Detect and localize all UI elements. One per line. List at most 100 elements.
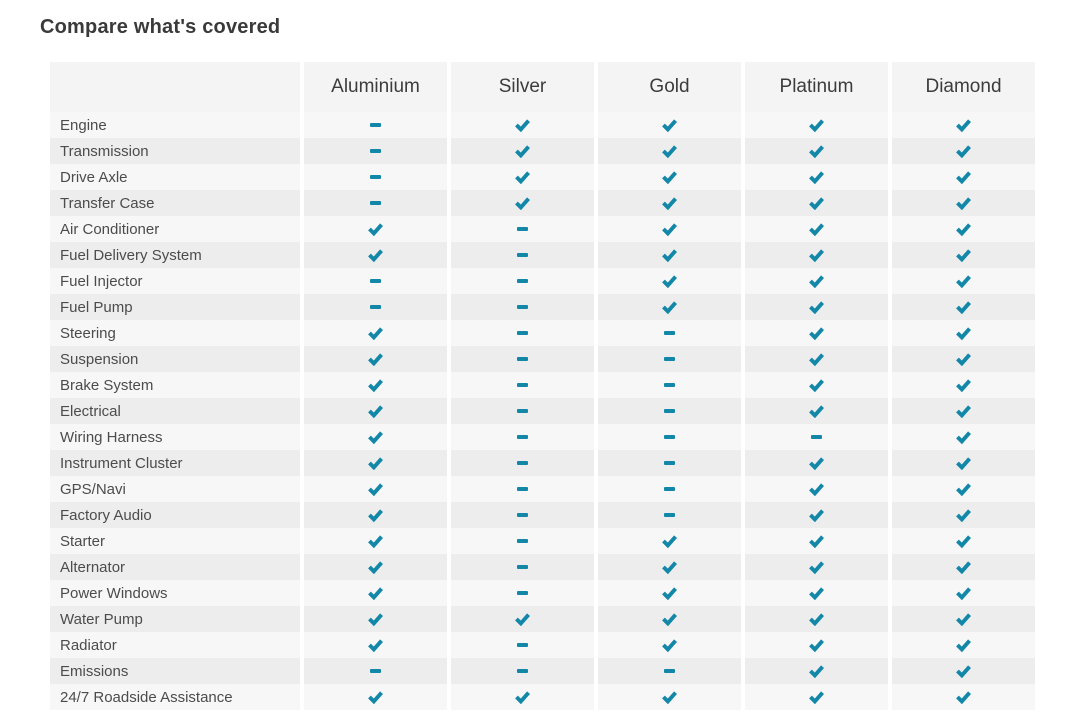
check-icon <box>368 352 383 366</box>
covered-cell <box>892 424 1035 450</box>
table-row: Radiator <box>50 632 1035 658</box>
covered-cell <box>304 606 447 632</box>
not-covered-cell <box>451 580 594 606</box>
not-covered-cell <box>304 294 447 320</box>
covered-cell <box>745 450 888 476</box>
covered-cell <box>304 632 447 658</box>
covered-cell <box>598 684 741 710</box>
covered-cell <box>304 346 447 372</box>
row-label: Emissions <box>50 658 300 684</box>
covered-cell <box>598 138 741 164</box>
covered-cell <box>745 294 888 320</box>
covered-cell <box>892 294 1035 320</box>
not-covered-cell <box>451 658 594 684</box>
dash-icon <box>517 669 528 673</box>
check-icon <box>662 248 677 262</box>
dash-icon <box>664 461 675 465</box>
check-icon <box>956 248 971 262</box>
covered-cell <box>892 320 1035 346</box>
covered-cell <box>598 528 741 554</box>
check-icon <box>368 586 383 600</box>
table-row: Alternator <box>50 554 1035 580</box>
covered-cell <box>745 190 888 216</box>
not-covered-cell <box>451 320 594 346</box>
header-cell-plan: Silver <box>451 62 594 112</box>
covered-cell <box>745 632 888 658</box>
check-icon <box>956 664 971 678</box>
not-covered-cell <box>304 268 447 294</box>
check-icon <box>662 638 677 652</box>
not-covered-cell <box>451 242 594 268</box>
check-icon <box>662 222 677 236</box>
dash-icon <box>517 461 528 465</box>
dash-icon <box>517 357 528 361</box>
check-icon <box>368 326 383 340</box>
not-covered-cell <box>304 138 447 164</box>
not-covered-cell <box>304 190 447 216</box>
table-row: Steering <box>50 320 1035 346</box>
check-icon <box>368 508 383 522</box>
row-label: Brake System <box>50 372 300 398</box>
covered-cell <box>451 190 594 216</box>
covered-cell <box>745 138 888 164</box>
not-covered-cell <box>451 476 594 502</box>
check-icon <box>515 690 530 704</box>
not-covered-cell <box>598 346 741 372</box>
covered-cell <box>598 294 741 320</box>
row-label: Instrument Cluster <box>50 450 300 476</box>
dash-icon <box>517 305 528 309</box>
check-icon <box>368 482 383 496</box>
covered-cell <box>745 684 888 710</box>
check-icon <box>662 274 677 288</box>
check-icon <box>368 222 383 236</box>
not-covered-cell <box>598 372 741 398</box>
not-covered-cell <box>598 320 741 346</box>
covered-cell <box>598 606 741 632</box>
check-icon <box>368 404 383 418</box>
covered-cell <box>745 268 888 294</box>
row-label: Transfer Case <box>50 190 300 216</box>
row-label: Starter <box>50 528 300 554</box>
covered-cell <box>304 684 447 710</box>
not-covered-cell <box>451 502 594 528</box>
check-icon <box>515 118 530 132</box>
row-label: Fuel Pump <box>50 294 300 320</box>
covered-cell <box>892 554 1035 580</box>
table-row: GPS/Navi <box>50 476 1035 502</box>
covered-cell <box>745 476 888 502</box>
check-icon <box>809 690 824 704</box>
not-covered-cell <box>598 658 741 684</box>
covered-cell <box>892 346 1035 372</box>
dash-icon <box>664 409 675 413</box>
not-covered-cell <box>304 164 447 190</box>
covered-cell <box>745 372 888 398</box>
check-icon <box>809 222 824 236</box>
check-icon <box>662 612 677 626</box>
check-icon <box>956 222 971 236</box>
not-covered-cell <box>451 528 594 554</box>
row-label: Wiring Harness <box>50 424 300 450</box>
covered-cell <box>598 164 741 190</box>
covered-cell <box>304 242 447 268</box>
table-row: Water Pump <box>50 606 1035 632</box>
row-label: 24/7 Roadside Assistance <box>50 684 300 710</box>
dash-icon <box>664 383 675 387</box>
not-covered-cell <box>304 658 447 684</box>
table-row: Brake System <box>50 372 1035 398</box>
table-row: Engine <box>50 112 1035 138</box>
covered-cell <box>598 190 741 216</box>
covered-cell <box>745 528 888 554</box>
check-icon <box>662 118 677 132</box>
covered-cell <box>892 502 1035 528</box>
table-row: Starter <box>50 528 1035 554</box>
check-icon <box>956 638 971 652</box>
header-cell-plan: Platinum <box>745 62 888 112</box>
check-icon <box>662 586 677 600</box>
covered-cell <box>304 398 447 424</box>
covered-cell <box>892 268 1035 294</box>
check-icon <box>809 144 824 158</box>
table-row: 24/7 Roadside Assistance <box>50 684 1035 710</box>
check-icon <box>662 690 677 704</box>
covered-cell <box>892 398 1035 424</box>
check-icon <box>368 456 383 470</box>
